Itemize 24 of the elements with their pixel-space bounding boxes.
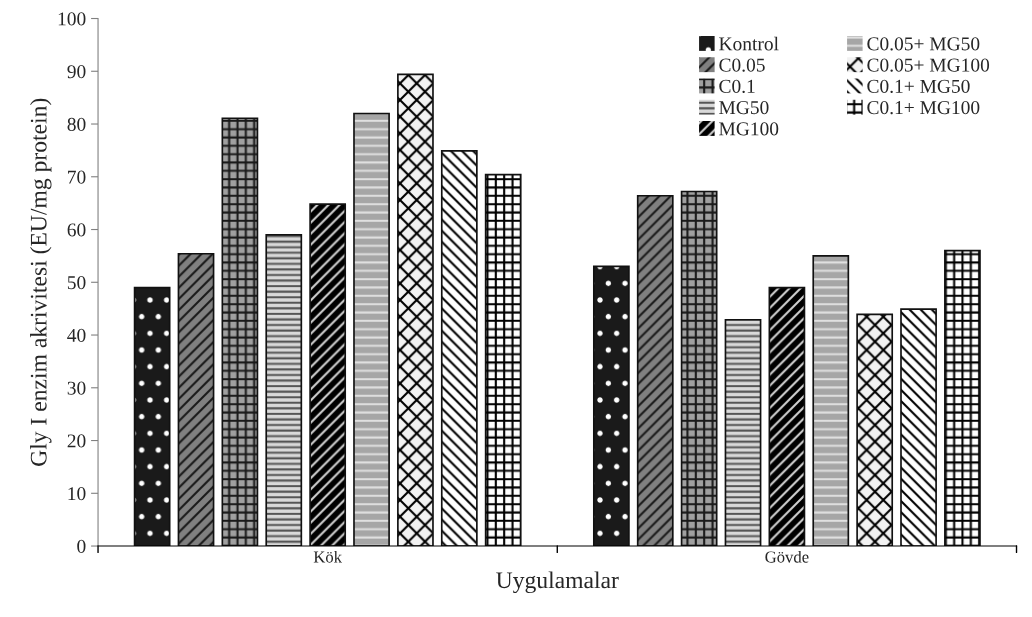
y-tick-label: 90 xyxy=(67,65,86,79)
y-tick-label: 70 xyxy=(68,170,86,184)
legend-label: C0.05+ MG50 xyxy=(867,37,980,51)
y-tick-label: 50 xyxy=(67,276,86,290)
y-tick-label: 10 xyxy=(68,487,86,501)
y-tick-label: 80 xyxy=(67,117,86,131)
y-tick-label: 0 xyxy=(77,539,86,553)
x-tick-label: Gövde xyxy=(765,550,809,563)
legend-label: MG50 xyxy=(719,101,769,115)
x-axis-title: Uygulamalar xyxy=(496,571,619,594)
y-tick-label: 40 xyxy=(67,328,86,342)
legend-label: Kontrol xyxy=(719,36,779,51)
y-tick-label: 30 xyxy=(67,381,86,395)
y-axis-title: Gly I enzim akrivitesi (EU/mg protein) xyxy=(30,98,52,466)
y-tick-label: 100 xyxy=(58,12,86,26)
legend-label: C0.1+ MG100 xyxy=(867,101,980,115)
legend-label: C0.05+ MG100 xyxy=(867,58,990,72)
y-tick-label: 20 xyxy=(67,434,86,448)
legend-label: C0.1 xyxy=(719,79,755,93)
legend-label: C0.1+ MG50 xyxy=(867,79,970,93)
legend-label: MG100 xyxy=(719,122,779,136)
x-tick-label: Kök xyxy=(313,550,343,563)
y-tick-label: 60 xyxy=(67,223,86,237)
legend-label: C0.05 xyxy=(719,58,765,72)
